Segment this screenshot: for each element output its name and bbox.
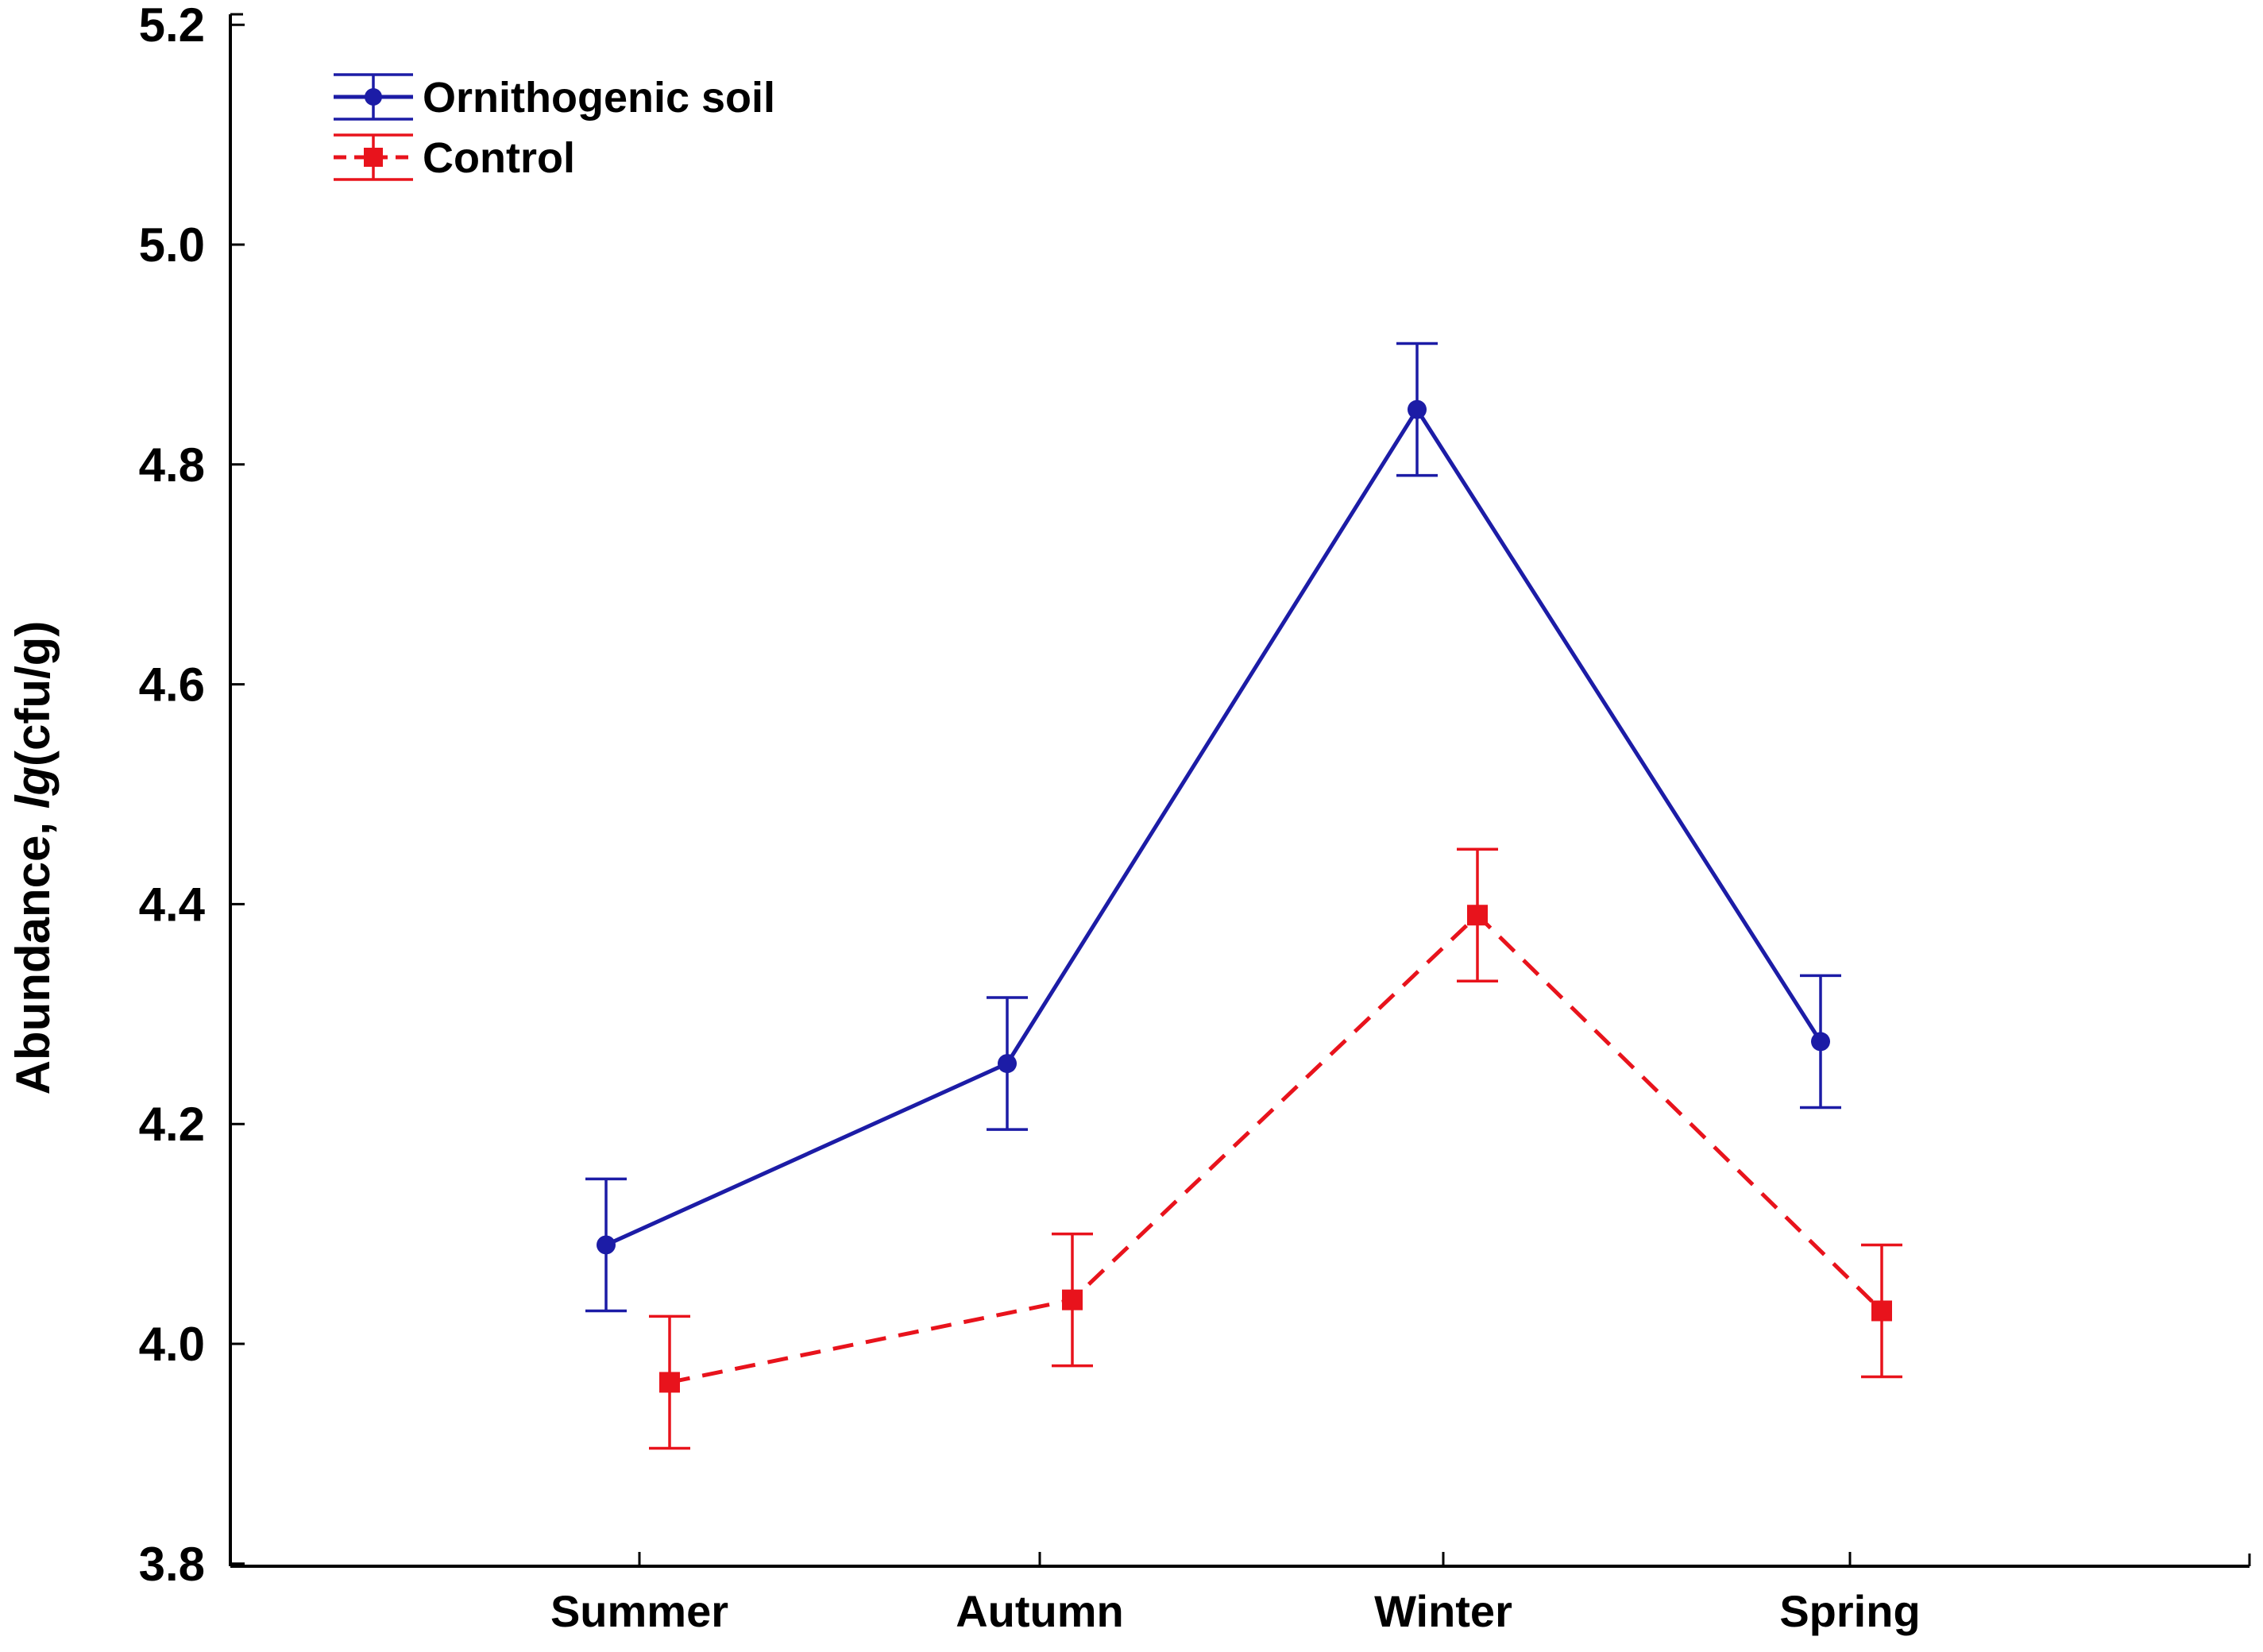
series-line [604, 405, 1823, 1247]
y-tick-label: 5.2 [139, 0, 205, 52]
data-point [1408, 399, 1427, 419]
x-tick-label: Summer [550, 1586, 728, 1636]
data-point [1062, 1289, 1083, 1310]
legend-marker [364, 148, 383, 167]
x-axis-ticks: Summer Autumn Winter Spring [550, 1552, 1921, 1636]
y-tick-label: 5.0 [139, 218, 205, 272]
legend-item: Ornithogenic soil [334, 73, 775, 122]
series-line [669, 912, 1883, 1384]
data-point [998, 1054, 1017, 1074]
x-tick-label: Winter [1374, 1586, 1512, 1636]
series-ornithogenic-soil [585, 342, 1841, 1313]
axes [229, 13, 2251, 1568]
legend: Ornithogenic soil Control [334, 73, 775, 182]
x-tick-label: Spring [1779, 1586, 1920, 1636]
y-axis-label-part: Abundance, [6, 809, 60, 1094]
y-tick-label: 4.0 [139, 1318, 205, 1371]
series-control [649, 847, 1902, 1450]
y-axis-ticks: 3.8 4.0 4.2 4.4 4.6 4.8 5.0 5.2 [139, 0, 245, 1591]
data-point [597, 1235, 616, 1255]
y-tick-label: 4.4 [139, 878, 206, 931]
legend-label: Control [423, 134, 575, 182]
y-axis-label: Abundance, lg(cfu/g) [6, 621, 60, 1095]
y-tick-label: 4.8 [139, 438, 205, 492]
legend-label: Ornithogenic soil [423, 74, 775, 122]
data-point [1467, 905, 1488, 926]
series-layer [585, 342, 1902, 1450]
x-tick-label: Autumn [956, 1586, 1124, 1636]
y-axis-label-part: lg [6, 766, 60, 809]
legend-item: Control [334, 133, 575, 182]
y-tick-label: 4.6 [139, 658, 205, 712]
data-point [1871, 1300, 1892, 1322]
y-axis-label-part: (cfu/g) [6, 621, 60, 766]
legend-marker [365, 88, 382, 106]
y-tick-label: 4.2 [139, 1098, 205, 1151]
data-point [659, 1372, 680, 1393]
data-point [1811, 1032, 1830, 1052]
y-tick-label: 3.8 [139, 1538, 205, 1591]
